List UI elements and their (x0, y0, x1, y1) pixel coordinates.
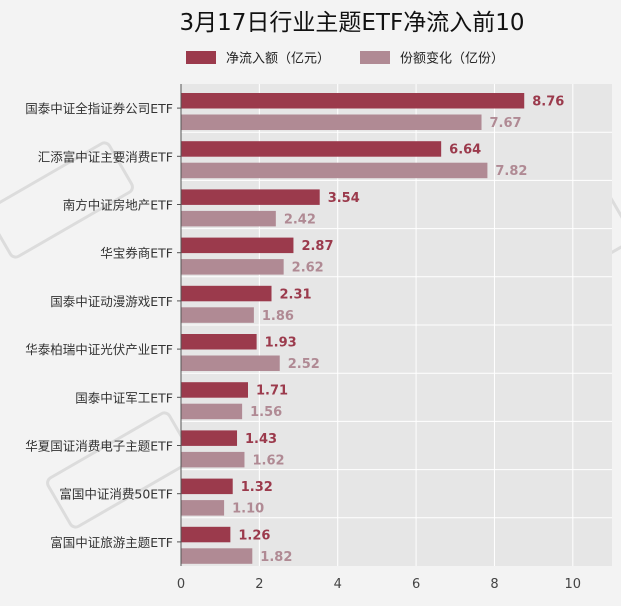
watermark-mark-0 (0, 141, 134, 259)
bar-s1-5 (181, 355, 280, 371)
bar-s1-8 (181, 500, 225, 516)
legend-swatch-0 (186, 51, 216, 64)
value-label-s1-6: 1.56 (250, 405, 282, 420)
value-label-s1-1: 7.82 (495, 164, 527, 179)
legend-label-0: 净流入额（亿元） (226, 52, 330, 67)
bar-s1-3 (181, 259, 284, 275)
watermark-mark-2 (46, 411, 194, 529)
value-label-s1-3: 2.62 (292, 261, 324, 276)
value-label-s1-7: 1.62 (252, 453, 284, 468)
category-label-9: 富国中证旅游主题ETF (50, 535, 173, 550)
x-tick-label-6: 6 (412, 577, 420, 592)
value-label-s1-8: 1.10 (232, 502, 264, 517)
x-tick-label-8: 8 (490, 577, 498, 592)
bar-s0-0 (181, 93, 525, 109)
value-label-s0-2: 3.54 (328, 191, 360, 206)
x-tick-label-10: 10 (565, 577, 582, 592)
category-label-2: 南方中证房地产ETF (63, 198, 173, 213)
bar-s0-9 (181, 526, 231, 543)
chart-title: 3月17日行业主题ETF净流入前10 (180, 10, 525, 36)
bar-s0-5 (181, 334, 257, 350)
bar-s1-4 (181, 307, 254, 323)
value-label-s0-6: 1.71 (256, 384, 288, 399)
x-tick-label-2: 2 (255, 577, 263, 592)
legend-label-1: 份额变化（亿份） (400, 51, 504, 67)
x-tick-label-4: 4 (334, 577, 342, 592)
value-label-s0-1: 6.64 (449, 143, 481, 158)
bar-s0-2 (181, 189, 320, 205)
bar-s0-3 (181, 237, 294, 254)
category-label-8: 富国中证消费50ETF (59, 487, 173, 502)
value-label-s0-5: 1.93 (265, 336, 297, 351)
value-label-s0-4: 2.31 (280, 287, 312, 302)
x-tick-label-0: 0 (177, 577, 185, 592)
category-label-7: 华夏国证消费电子主题ETF (25, 439, 173, 454)
value-label-s0-3: 2.87 (301, 239, 333, 254)
legend-swatch-1 (360, 51, 390, 64)
x-axis: 0 2 4 6 8 10 (177, 577, 581, 592)
bar-s1-1 (181, 162, 488, 179)
value-label-s1-2: 2.42 (284, 212, 316, 227)
value-label-s0-9: 1.26 (238, 528, 270, 543)
bar-s0-8 (181, 478, 233, 495)
value-label-s1-9: 1.82 (260, 550, 292, 565)
category-label-4: 国泰中证动漫游戏ETF (50, 294, 173, 309)
value-label-s1-5: 2.52 (288, 357, 320, 372)
legend: 净流入额（亿元） 份额变化（亿份） (186, 51, 504, 67)
bar-s0-6 (181, 382, 249, 398)
bar-s1-9 (181, 548, 253, 564)
bar-s0-1 (181, 141, 442, 157)
category-label-0: 国泰中证全指证券公司ETF (25, 101, 173, 116)
value-label-s1-4: 1.86 (262, 309, 294, 324)
value-label-s0-8: 1.32 (241, 480, 273, 495)
value-label-s1-0: 7.67 (490, 116, 522, 131)
y-axis: 国泰中证全指证券公司ETF 汇添富中证主要消费ETF 南方中证房地产ETF 华宝券商E… (25, 84, 182, 566)
value-label-s0-7: 1.43 (245, 432, 277, 447)
bars (181, 93, 525, 564)
bar-s1-7 (181, 451, 245, 468)
category-label-6: 国泰中证军工ETF (75, 390, 173, 405)
category-label-1: 汇添富中证主要消费ETF (38, 149, 173, 164)
category-label-5: 华泰柏瑞中证光伏产业ETF (25, 342, 173, 357)
bar-s0-4 (181, 285, 272, 302)
bar-s1-2 (181, 210, 276, 227)
bar-s1-6 (181, 403, 243, 420)
category-label-3: 华宝券商ETF (100, 246, 173, 261)
value-label-s0-0: 8.76 (532, 95, 564, 110)
bar-s0-7 (181, 430, 238, 446)
bar-s1-0 (181, 114, 482, 130)
value-labels: 8.76 7.67 6.64 7.82 3.54 2.42 2.87 2.62 2.31 1.86… (232, 95, 564, 565)
